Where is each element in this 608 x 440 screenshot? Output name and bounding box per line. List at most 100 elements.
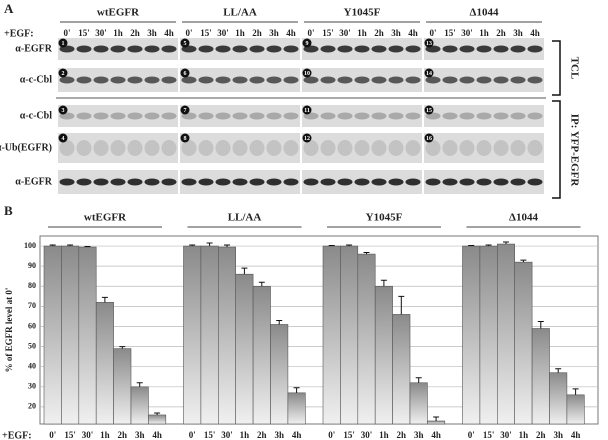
- band: [76, 76, 92, 84]
- timepoint: 3h: [513, 28, 523, 38]
- bar: [148, 414, 167, 425]
- band: [303, 140, 319, 156]
- group-title: wtEGFR: [97, 7, 140, 19]
- group-title: Δ1044: [470, 7, 499, 19]
- y-tick-label: 80: [28, 281, 36, 290]
- bracket: [552, 40, 561, 96]
- bar: [183, 245, 202, 425]
- bar: [61, 245, 80, 425]
- bar: [322, 245, 341, 425]
- blot: [180, 105, 300, 127]
- band: [181, 178, 197, 186]
- blot-number-badge: [424, 38, 434, 48]
- band: [303, 178, 319, 186]
- band: [337, 140, 353, 156]
- timepoint: 4h: [530, 28, 540, 38]
- error-bar: [189, 244, 196, 247]
- band: [371, 178, 387, 186]
- x-tick-label: 15': [204, 430, 216, 440]
- band: [527, 140, 543, 156]
- band: [405, 178, 421, 186]
- band: [161, 140, 177, 156]
- band: [127, 178, 143, 186]
- blot-number-badge: [180, 133, 190, 143]
- band: [93, 178, 109, 186]
- band: [283, 45, 299, 53]
- error-bar: [67, 244, 74, 247]
- error-bar: [415, 377, 422, 383]
- blot-number: 1: [62, 41, 65, 47]
- bar: [427, 420, 446, 425]
- blot-number-badge: [302, 68, 312, 78]
- band: [127, 140, 143, 156]
- band: [93, 76, 109, 84]
- band: [354, 76, 370, 84]
- x-tick-label: 30': [82, 430, 94, 440]
- bar: [43, 245, 62, 425]
- band: [320, 178, 336, 186]
- band: [459, 76, 475, 84]
- y-tick-label: 90: [28, 261, 36, 270]
- band: [181, 76, 197, 84]
- blot-number-badge: [302, 38, 312, 48]
- band: [266, 112, 282, 120]
- x-tick-label: 4h: [431, 430, 441, 440]
- blot-number: 12: [304, 136, 310, 142]
- band: [442, 140, 458, 156]
- plot-frame: [39, 235, 599, 425]
- x-tick-label: 3h: [274, 430, 284, 440]
- group-title: Y1045F: [366, 212, 403, 224]
- timepoint: 4h: [164, 28, 174, 38]
- band: [161, 76, 177, 84]
- timepoint: 0': [429, 28, 436, 38]
- x-tick-label: 3h: [414, 430, 424, 440]
- band: [354, 178, 370, 186]
- band: [388, 178, 404, 186]
- band: [442, 178, 458, 186]
- blot-number: 14: [426, 71, 432, 77]
- band: [249, 178, 265, 186]
- timepoint: 1h: [235, 28, 245, 38]
- band: [320, 112, 336, 120]
- blot-number-badge: [58, 38, 68, 48]
- band: [76, 112, 92, 120]
- timepoint: 4h: [408, 28, 418, 38]
- x-tick-label: 0': [328, 430, 335, 440]
- band: [493, 76, 509, 84]
- blot: [58, 133, 178, 163]
- band: [266, 76, 282, 84]
- band: [405, 45, 421, 53]
- band: [161, 112, 177, 120]
- bar: [270, 324, 289, 425]
- band: [371, 76, 387, 84]
- band: [232, 112, 248, 120]
- error-bar: [346, 244, 353, 247]
- band: [476, 140, 492, 156]
- band: [144, 140, 160, 156]
- bar: [549, 372, 568, 425]
- bar: [514, 261, 533, 425]
- band: [354, 112, 370, 120]
- band: [371, 45, 387, 53]
- band: [198, 45, 214, 53]
- band: [337, 45, 353, 53]
- band: [320, 76, 336, 84]
- band: [144, 178, 160, 186]
- band: [442, 76, 458, 84]
- x-tick-label: 30': [361, 430, 373, 440]
- row-label: α-Ub(EGFR): [0, 142, 52, 153]
- band: [181, 140, 197, 156]
- y-tick-label: 60: [28, 321, 36, 330]
- row-label: α-c-Cbl: [20, 110, 52, 121]
- band: [93, 45, 109, 53]
- band: [442, 45, 458, 53]
- x-tick-label: 1h: [240, 430, 250, 440]
- band: [354, 45, 370, 53]
- timepoint: 2h: [374, 28, 384, 38]
- x-tick-label: 15': [483, 430, 495, 440]
- bar: [287, 392, 306, 425]
- blot-number-badge: [58, 105, 68, 115]
- band: [459, 45, 475, 53]
- error-bar: [398, 295, 405, 315]
- x-tick-label: 3h: [135, 430, 145, 440]
